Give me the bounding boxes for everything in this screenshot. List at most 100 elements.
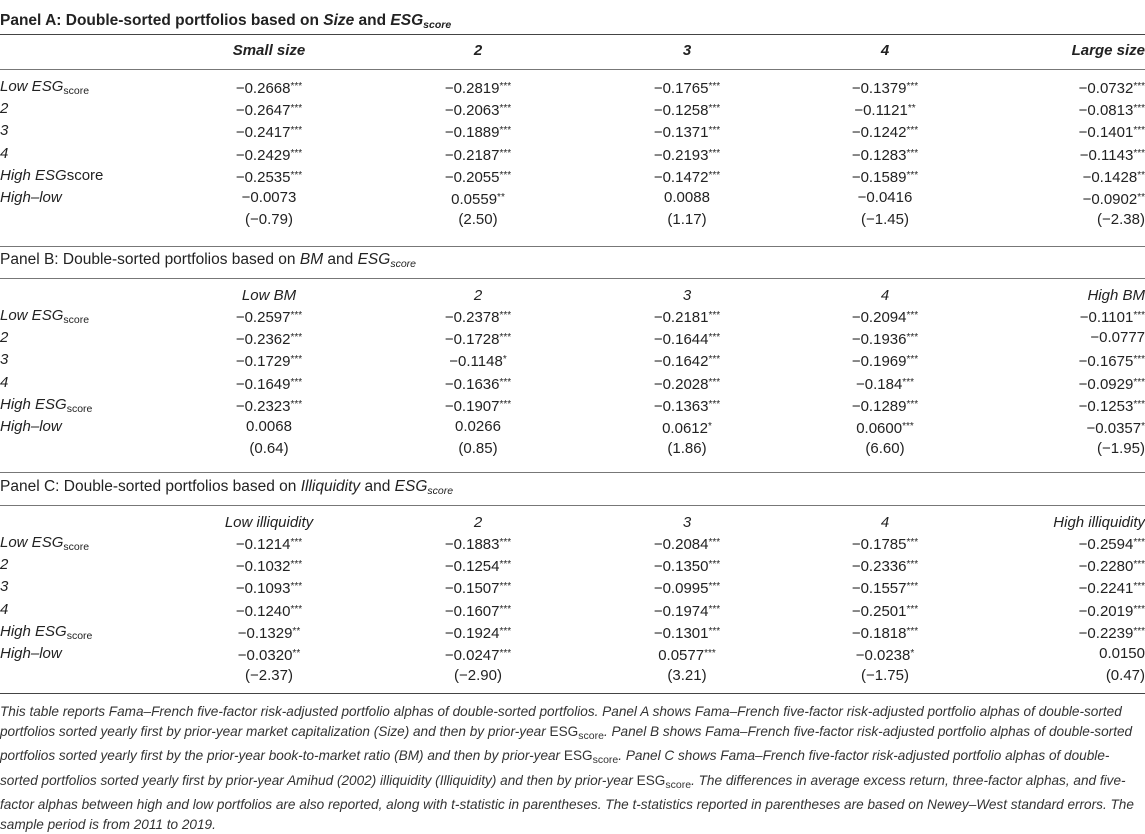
value-cell: −0.1254***: [444, 558, 512, 576]
panel-a-header-1: Small size: [232, 42, 306, 59]
value-cell: −0.1969***: [851, 353, 919, 371]
value-cell: −0.1907***: [444, 397, 512, 415]
value-cell: −0.1428**: [1082, 168, 1145, 186]
row-label: High ESGscore: [0, 166, 104, 184]
value-cell: −0.1728***: [444, 331, 512, 349]
value-cell: −0.2362***: [235, 331, 303, 349]
panel-a-title-mid: and: [354, 12, 391, 29]
panel-b-title-mid: and: [323, 251, 358, 268]
value-cell: (1.17): [667, 211, 707, 229]
panel-a-header-row: Small size 2 3 4 Large size: [0, 40, 1145, 62]
value-cell: −0.0073: [241, 189, 297, 206]
value-cell: −0.0929***: [1078, 375, 1145, 393]
value-cell: (0.47): [1105, 667, 1145, 685]
value-cell: −0.1607***: [444, 602, 512, 620]
panel-b-row: 2 −0.2362*** −0.1728*** −0.1644*** −0.1936**…: [0, 327, 1145, 349]
value-cell: (6.60): [865, 440, 905, 458]
row-label: High ESGscore: [0, 622, 93, 642]
value-cell: −0.1289***: [851, 397, 919, 415]
value-cell: −0.1785***: [851, 536, 919, 553]
value-cell: −0.1765***: [653, 80, 721, 97]
panel-c-var2: ESGscore: [394, 478, 454, 497]
panel-a-row: 2 −0.2647*** −0.2063*** −0.1258*** −0.1121**…: [0, 98, 1145, 120]
panel-a-var1: Size: [323, 12, 355, 29]
value-cell: −0.0777: [1090, 329, 1145, 347]
panel-c-header-5: High illiquidity: [1053, 514, 1145, 531]
value-cell: (3.21): [667, 667, 707, 685]
panel-a-rule-top: [0, 34, 1145, 35]
panel-b-var1: BM: [299, 251, 324, 268]
row-label: 4: [0, 600, 9, 618]
panel-b-header-2: 2: [473, 287, 483, 304]
panel-c-rule-mid: [0, 505, 1145, 506]
panel-c-row: High–low −0.0320** −0.0247*** 0.0577*** −0.0…: [0, 643, 1145, 665]
value-cell: −0.1121**: [854, 102, 916, 120]
value-cell: −0.2594***: [1078, 536, 1145, 553]
value-cell: (−2.38): [1097, 211, 1145, 229]
panel-b-title: Panel B: Double-sorted portfolios based …: [0, 251, 416, 270]
value-cell: 0.0266: [455, 418, 501, 435]
value-cell: −0.1636***: [444, 375, 512, 393]
value-cell: −0.0813***: [1078, 102, 1145, 120]
value-cell: −0.1818***: [851, 624, 919, 642]
value-cell: −0.2094***: [851, 309, 919, 326]
panel-c-row: 2 −0.1032*** −0.1254*** −0.1350*** −0.2336**…: [0, 554, 1145, 576]
value-cell: −0.2084***: [653, 536, 721, 553]
value-cell: −0.2535***: [235, 168, 303, 186]
row-label: 4: [0, 144, 9, 162]
panel-c-row: 3 −0.1093*** −0.1507*** −0.0995*** −0.1557**…: [0, 576, 1145, 598]
value-cell: −0.2187***: [444, 146, 512, 164]
value-cell: (−2.90): [454, 667, 502, 685]
value-cell: −0.2819***: [444, 80, 512, 97]
value-cell: −0.1143***: [1079, 146, 1145, 164]
value-cell: −0.2241***: [1078, 580, 1145, 598]
table-note: This table reports Fama–French five-fact…: [0, 704, 1134, 832]
panel-b-header-4: 4: [880, 287, 890, 304]
panel-a-row: 3 −0.2417*** −0.1889*** −0.1371*** −0.1242**…: [0, 120, 1145, 142]
value-cell: 0.0577***: [658, 647, 716, 664]
value-cell: −0.1883***: [444, 536, 512, 553]
value-cell: −0.1644***: [653, 331, 721, 349]
panel-a-header-4: 4: [880, 42, 890, 59]
panel-a-header-5: Large size: [1071, 42, 1145, 59]
panel-b-title-prefix: Panel B: Double-sorted portfolios based …: [0, 251, 300, 268]
value-cell: −0.0247***: [444, 647, 512, 664]
row-label: 2: [0, 100, 9, 118]
value-cell: −0.1974***: [653, 602, 721, 620]
value-cell: −0.1329**: [237, 624, 301, 642]
row-label: 3: [0, 578, 9, 596]
panel-a-title-prefix: Panel A: Double-sorted portfolios based …: [0, 12, 324, 29]
value-cell: −0.2055***: [444, 168, 512, 186]
value-cell: 0.0068: [246, 418, 292, 435]
value-cell: −0.1240***: [235, 602, 303, 620]
panel-b-row: 4 −0.1649*** −0.1636*** −0.2028*** −0.184***…: [0, 372, 1145, 394]
panel-c-row: High ESGscore −0.1329** −0.1924*** −0.1301*…: [0, 621, 1145, 643]
panel-c-title-prefix: Panel C: Double-sorted portfolios based …: [0, 478, 301, 495]
value-cell: −0.1363***: [653, 397, 721, 415]
value-cell: −0.1889***: [444, 124, 512, 142]
panel-b-header-1: Low BM: [241, 287, 297, 304]
panel-b-row: High ESGscore −0.2323*** −0.1907*** −0.1363…: [0, 394, 1145, 416]
row-label: High–low: [0, 189, 62, 206]
value-cell: −0.1401***: [1078, 124, 1145, 142]
value-cell: 0.0600***: [856, 420, 914, 437]
value-cell: −0.1093***: [235, 580, 303, 598]
panel-b-rule-mid: [0, 278, 1145, 279]
value-cell: −0.0416: [857, 189, 913, 206]
value-cell: −0.1472***: [653, 168, 721, 186]
value-cell: −0.2597***: [235, 309, 303, 326]
value-cell: −0.1148*: [449, 353, 507, 371]
value-cell: −0.1924***: [444, 624, 512, 642]
row-label: High ESGscore: [0, 395, 93, 415]
value-cell: 0.0088: [664, 189, 710, 206]
value-cell: −0.2323***: [235, 397, 303, 415]
value-cell: −0.2417***: [235, 124, 303, 142]
value-cell: −0.2193***: [653, 146, 721, 164]
panel-b-header-row: Low BM 2 3 4 High BM: [0, 285, 1145, 307]
panel-a-row: High ESGscore −0.2535*** −0.2055*** −0.1472…: [0, 165, 1145, 187]
row-label: 2: [0, 556, 9, 574]
value-cell: −0.1253***: [1078, 397, 1145, 415]
value-cell: −0.2239***: [1078, 624, 1145, 642]
panel-c-row: Low ESGscore −0.1214*** −0.1883*** −0.2084*…: [0, 532, 1145, 554]
